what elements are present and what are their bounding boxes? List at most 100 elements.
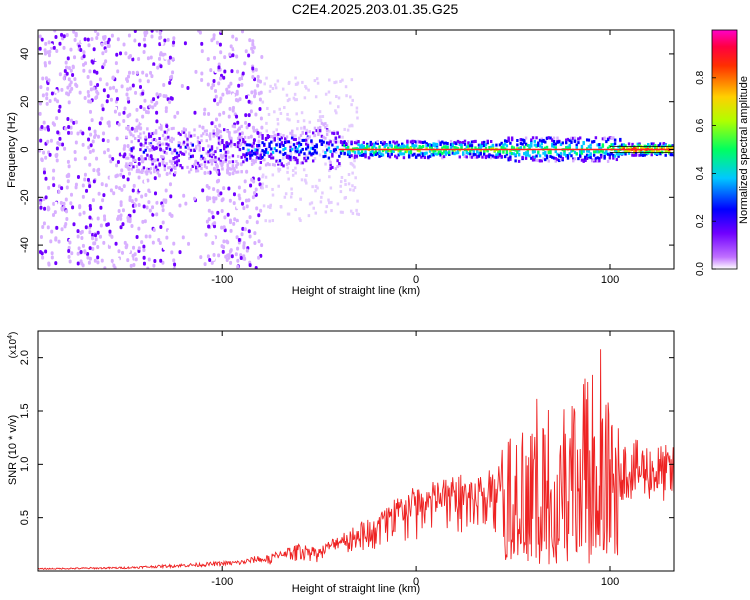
- spectrogram-cell: [287, 177, 290, 181]
- spectrogram-cell: [296, 147, 299, 151]
- spectrogram-cell: [502, 150, 505, 154]
- spectrogram-cell: [163, 168, 167, 172]
- spectrogram-cell: [444, 145, 448, 149]
- snr-plot-area: [38, 331, 674, 571]
- spectrogram-cell: [435, 142, 439, 146]
- spectrogram-cell: [270, 147, 273, 151]
- spectrogram-cell: [533, 143, 537, 147]
- spectrogram-cell: [67, 254, 71, 259]
- spectrogram-cell: [265, 129, 269, 133]
- spectrogram-cell: [324, 136, 327, 140]
- spectrogram-cell: [277, 184, 280, 188]
- spectrogram-cell: [184, 150, 187, 154]
- spectrogram-cell: [175, 163, 179, 167]
- spectrogram-cell: [404, 145, 407, 149]
- spectrogram-cell: [624, 152, 627, 156]
- spectrogram-cell: [181, 235, 185, 240]
- spectrogram-cell: [556, 140, 559, 144]
- spectrogram-cell: [641, 146, 645, 150]
- spectrogram-cell: [204, 55, 208, 60]
- spectrogram-cell: [130, 126, 134, 131]
- spectrogram-cell: [535, 136, 538, 140]
- spectrogram-cell: [220, 209, 224, 214]
- spectrogram-cell: [92, 179, 96, 184]
- spectrogram-cell: [273, 138, 276, 142]
- spectrogram-cell: [413, 146, 416, 150]
- spectrogram-cell: [73, 43, 77, 48]
- spectrogram-cell: [202, 111, 206, 116]
- spectrogram-cell: [263, 142, 266, 146]
- spectrogram-cell: [168, 182, 172, 187]
- spectrogram-cell: [238, 144, 242, 148]
- spectrogram-cell: [219, 153, 223, 158]
- spectrogram-cell: [318, 115, 322, 119]
- spectrogram-cell: [242, 140, 245, 144]
- spectrogram-cell: [85, 229, 89, 234]
- spectrogram-cell: [425, 142, 428, 146]
- spectrogram-cell: [619, 152, 622, 156]
- spectrogram-cell: [126, 177, 130, 182]
- spectrogram-cell: [523, 138, 526, 142]
- spectrogram-cell: [558, 154, 561, 158]
- spectrogram-cell: [353, 165, 356, 169]
- spectrogram-cell: [205, 129, 208, 133]
- spectrogram-cell: [599, 149, 603, 153]
- spectrogram-cell: [584, 158, 587, 162]
- spectrogram-cell: [254, 152, 257, 156]
- spectrogram-cell: [128, 54, 132, 59]
- spectrogram-cell: [172, 241, 176, 246]
- spectrogram-cell: [547, 136, 550, 140]
- spectrogram-cell: [73, 38, 77, 43]
- spectrogram-cell: [231, 105, 235, 110]
- spectrogram-cell: [212, 252, 216, 257]
- spectrogram-cell: [282, 148, 285, 152]
- spectrogram-cell: [615, 152, 619, 156]
- spectrogram-cell: [222, 128, 226, 132]
- spectrogram-cell: [563, 152, 566, 156]
- spectrogram-cell: [105, 99, 109, 104]
- spectrogram-cell: [313, 126, 317, 130]
- spectrogram-cell: [399, 149, 402, 153]
- spectrogram-cell: [167, 166, 170, 170]
- spectrogram-cell: [538, 154, 542, 158]
- spectrogram-cell: [100, 116, 104, 121]
- spectrogram-cell: [319, 119, 323, 123]
- spectrogram-cell: [38, 34, 42, 39]
- spectrogram-cell: [362, 146, 365, 150]
- spectrogram-cell: [613, 138, 617, 142]
- spectrogram-cell: [300, 178, 304, 182]
- spectrogram-cell: [664, 153, 667, 157]
- spectrogram-cell: [324, 154, 327, 158]
- spectrogram-cell: [603, 151, 606, 155]
- spectrogram-cell: [320, 121, 324, 125]
- spectrogram-cell: [200, 71, 204, 76]
- spectrogram-cell: [418, 153, 421, 157]
- spectrogram-cell: [249, 143, 252, 147]
- spectrogram-cell: [228, 171, 232, 176]
- spectrogram-cell: [181, 152, 184, 156]
- spectrogram-cell: [260, 125, 264, 130]
- spectrogram-cell: [400, 143, 404, 147]
- spectrogram-cell: [146, 56, 150, 61]
- spectrogram-cell: [87, 260, 91, 265]
- spectrogram-cell: [53, 210, 57, 215]
- spectrogram-cell: [517, 152, 521, 156]
- spectrogram-cell: [215, 40, 219, 45]
- spectrogram-cell: [131, 253, 135, 258]
- spectrogram-cell: [48, 60, 52, 65]
- spectrogram-cell: [390, 152, 393, 156]
- spectrogram-cell: [218, 99, 222, 104]
- spectrogram-cell: [406, 143, 409, 147]
- spectrogram-cell: [366, 146, 369, 150]
- spectrogram-cell: [209, 137, 212, 141]
- spectrogram-cell: [252, 138, 256, 143]
- spectrogram-cell: [54, 237, 58, 242]
- spectrogram-cell: [282, 153, 285, 157]
- spectrogram-cell: [216, 210, 220, 215]
- spectrogram-cell: [137, 135, 140, 139]
- spectrogram-cell: [179, 133, 182, 137]
- spectrogram-cell: [580, 144, 584, 148]
- spectrogram-cell: [231, 166, 235, 170]
- spectrogram-cell: [148, 234, 152, 239]
- spectrogram-cell: [338, 154, 341, 158]
